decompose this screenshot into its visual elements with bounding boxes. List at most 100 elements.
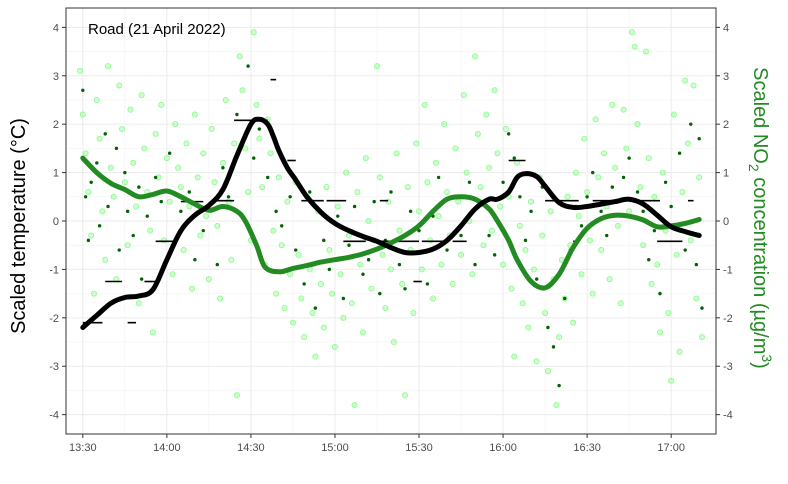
temperature-data-point [201, 228, 205, 233]
temperature-data-point [492, 253, 497, 257]
x-ticks: 13:30 14:00 14:30 15:00 15:30 16:00 16:30 17:00 [69, 434, 685, 454]
temperature-data-point [512, 156, 516, 160]
y-axis-left-title: Scaled temperature (°C) [8, 118, 30, 334]
temperature-data-point [352, 204, 357, 209]
no2-data-point [410, 309, 417, 316]
no2-data-point [648, 280, 655, 287]
no2-data-point [175, 164, 182, 171]
x-tick-label: 14:00 [153, 442, 181, 454]
no2-data-point [340, 314, 347, 321]
temperature-data-point [366, 258, 371, 262]
no2-data-point [511, 353, 518, 360]
temperature-data-point [501, 180, 505, 184]
no2-data-point [516, 222, 523, 229]
no2-data-point [556, 334, 563, 341]
temperature-data-point [347, 243, 351, 247]
no2-data-point [480, 242, 487, 249]
no2-data-point [222, 96, 229, 103]
no2-data-point [547, 208, 554, 215]
no2-data-point [323, 184, 330, 191]
no2-data-point [427, 237, 434, 244]
no2-data-point [351, 401, 358, 408]
no2-data-point [698, 334, 705, 341]
no2-data-point [102, 256, 109, 263]
no2-data-point [676, 348, 683, 355]
y-left-tick-label: -3 [49, 361, 59, 373]
temperature-data-point [647, 258, 651, 262]
temperature-data-point [417, 228, 421, 233]
temperature-data-point [378, 291, 382, 296]
no2-data-point [432, 159, 439, 166]
temperature-data-point [467, 180, 472, 184]
no2-data-point [472, 53, 479, 60]
temperature-data-point [106, 204, 110, 209]
no2-data-point [570, 319, 577, 326]
temperature-data-point [445, 248, 449, 252]
temperature-data-point [145, 214, 149, 218]
temperature-data-point [669, 204, 673, 209]
temperature-data-point [546, 325, 550, 330]
no2-data-point [365, 217, 372, 224]
x-tick-label: 16:00 [489, 442, 517, 454]
no2-data-point [163, 155, 170, 162]
no2-data-point [430, 295, 437, 302]
no2-data-point [110, 193, 117, 200]
no2-data-point [586, 237, 593, 244]
temperature-data-point [551, 345, 556, 349]
no2-data-point [79, 111, 86, 118]
no2-data-point [379, 251, 386, 258]
temperature-data-point [235, 112, 239, 117]
no2-data-point [309, 309, 316, 316]
no2-data-point [376, 174, 383, 181]
y-left-tick-label: -4 [49, 410, 59, 422]
no2-data-point [581, 135, 588, 142]
no2-data-point [609, 101, 616, 108]
temperature-smooth-line [80, 116, 702, 330]
no2-data-point [270, 227, 277, 234]
no2-data-point [219, 159, 226, 166]
no2-data-point [343, 169, 350, 176]
temperature-data-point [308, 190, 312, 194]
no2-data-point [393, 150, 400, 157]
temperature-data-point [459, 233, 463, 238]
temperature-data-point [621, 175, 626, 180]
temperature-data-point [627, 156, 631, 160]
no2-data-point [180, 247, 187, 254]
no2-data-point [281, 305, 288, 312]
no2-data-point [399, 280, 406, 287]
no2-data-point [119, 126, 126, 133]
no2-data-point [267, 150, 274, 157]
no2-data-point [253, 101, 260, 108]
no2-data-point [387, 266, 394, 273]
no2-data-point [500, 261, 507, 268]
temperature-data-point [408, 209, 413, 214]
no2-data-point [239, 87, 246, 94]
chart-title: Road (21 April 2022) [88, 21, 226, 38]
temperature-data-point [117, 248, 121, 252]
no2-data-point [301, 334, 308, 341]
no2-data-point [631, 43, 638, 50]
temperature-data-point [81, 88, 85, 92]
no2-data-point [413, 140, 420, 147]
no2-data-point [373, 63, 380, 70]
no2-data-point [494, 150, 501, 157]
temperature-data-point [252, 156, 256, 160]
temperature-data-point [658, 291, 662, 296]
no2-data-point [458, 251, 465, 258]
no2-data-point [242, 145, 249, 152]
no2-data-point [564, 193, 571, 200]
no2-data-point [362, 155, 369, 162]
y-left-tick-label: 4 [53, 22, 59, 34]
no2-data-point [544, 368, 551, 375]
no2-data-point [135, 300, 142, 307]
temperature-data-point [153, 175, 158, 180]
no2-data-point [435, 213, 442, 220]
no2-data-point [469, 271, 476, 278]
no2-data-point [194, 174, 201, 181]
temperature-data-point [294, 248, 298, 252]
no2-data-point [329, 290, 336, 297]
no2-data-point [138, 92, 145, 99]
temperature-data-point [137, 185, 141, 189]
temperature-data-point [125, 209, 130, 214]
